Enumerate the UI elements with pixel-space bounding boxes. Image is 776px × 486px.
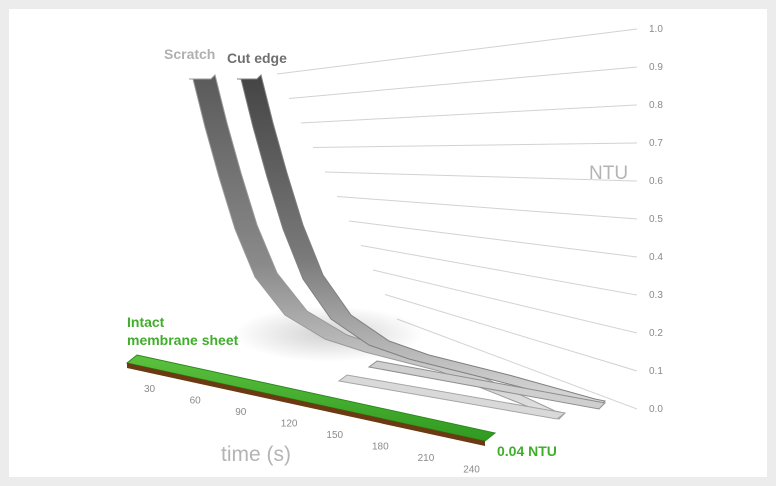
y-tick-label: 0.8 bbox=[649, 100, 663, 111]
y-tick-label: 0.3 bbox=[649, 290, 663, 301]
x-tick-label: 240 bbox=[463, 465, 480, 476]
ntu-time-chart: 0.0 0.1 0.2 0.3 0.4 0.5 0.6 0.7 0.8 0.9 1.0 NTU 30… bbox=[125, 24, 663, 476]
y-gridline bbox=[336, 196, 638, 220]
x-tick-label: 30 bbox=[144, 384, 156, 395]
chart-frame: 0.0 0.1 0.2 0.3 0.4 0.5 0.6 0.7 0.8 0.9 1.0 NTU 30… bbox=[9, 9, 767, 477]
y-gridline bbox=[384, 294, 638, 372]
x-tick-label: 210 bbox=[418, 453, 435, 464]
series-ribbon-intact-edge bbox=[127, 363, 485, 446]
x-tick-label: 180 bbox=[372, 442, 389, 453]
y-gridline bbox=[348, 220, 638, 258]
x-tick-label: 90 bbox=[235, 407, 247, 418]
series-label-scratch: Scratch bbox=[164, 46, 215, 62]
y-tick-label: 0.4 bbox=[649, 252, 663, 263]
y-gridline bbox=[396, 318, 638, 410]
series-label-cut-edge: Cut edge bbox=[227, 50, 287, 66]
y-gridlines bbox=[276, 28, 638, 410]
y-gridline bbox=[324, 171, 638, 182]
annotation-intact-value: 0.04 NTU bbox=[497, 443, 557, 459]
series-ribbon-cut-edge-tail bbox=[367, 360, 607, 410]
series-label-intact-line2: membrane sheet bbox=[127, 332, 239, 348]
series-label-intact-line1: Intact bbox=[127, 314, 165, 330]
y-tick-label: 0.5 bbox=[649, 214, 663, 225]
y-tick-label: 0.1 bbox=[649, 366, 663, 377]
y-tick-label: 1.0 bbox=[649, 24, 663, 35]
y-gridline bbox=[288, 66, 638, 99]
x-tick-label: 60 bbox=[190, 396, 202, 407]
y-tick-label: 0.6 bbox=[649, 176, 663, 187]
series-ribbon-cut-edge bbox=[237, 74, 607, 408]
y-tick-label: 0.2 bbox=[649, 328, 663, 339]
series-ribbon-scratch-tail bbox=[337, 374, 567, 420]
y-gridline bbox=[300, 104, 638, 124]
series-ribbons bbox=[125, 74, 607, 446]
x-axis-label: time (s) bbox=[221, 443, 291, 466]
y-tick-label: 0.7 bbox=[649, 138, 663, 149]
x-tick-label: 150 bbox=[326, 430, 343, 441]
y-tick-label: 0.0 bbox=[649, 404, 663, 415]
y-tick-label: 0.9 bbox=[649, 62, 663, 73]
x-tick-labels: 30 60 90 120 150 180 210 240 bbox=[144, 384, 480, 476]
y-gridline bbox=[312, 142, 638, 148]
y-gridline bbox=[276, 28, 638, 75]
y-gridline bbox=[372, 269, 638, 334]
y-gridline bbox=[360, 245, 638, 296]
y-tick-labels: 0.0 0.1 0.2 0.3 0.4 0.5 0.6 0.7 0.8 0.9 1.0 bbox=[649, 24, 663, 415]
y-axis-label: NTU bbox=[589, 163, 628, 184]
x-tick-label: 120 bbox=[281, 419, 298, 430]
